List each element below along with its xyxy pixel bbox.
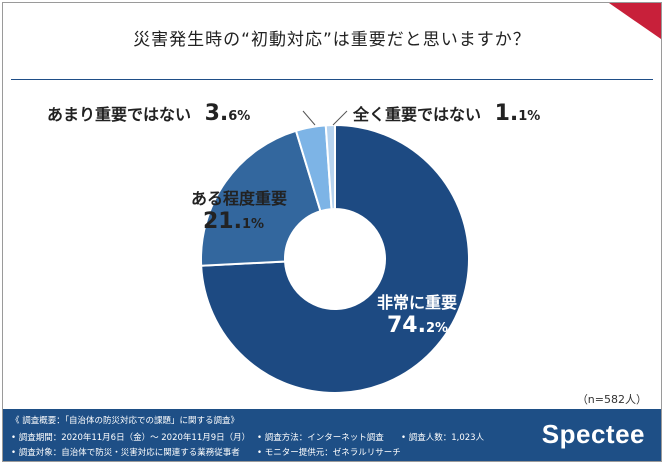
donut-chart: [200, 110, 470, 394]
slice-somewhat-important: [200, 129, 322, 267]
survey-footer: 《 調査概要：「自治体の防災対応での課題」に関する調査》 • 調査期間：2020…: [3, 409, 661, 461]
corner-accent: [609, 3, 661, 39]
sample-size-note: （n=582人）: [576, 393, 647, 406]
label-not-important-at-all: 全く重要ではない 1.1%: [353, 101, 541, 126]
survey-period: • 調査期間：2020年11月6日（金）〜 2020年11月9日（月）: [11, 433, 251, 443]
survey-method: • 調査方法：インターネット調査: [257, 433, 384, 443]
slice-not-important-at-all: [324, 123, 336, 211]
monitor-provider: • モニター提供元：ゼネラルリサーチ: [257, 448, 401, 458]
label-somewhat-important: ある程度重要 21.1%: [191, 189, 288, 234]
chart-title: 災害発生時の“初動対応”は重要だと思いますか？: [133, 30, 531, 50]
spectee-logo: Spectee: [541, 419, 645, 449]
survey-overview: 《 調査概要：「自治体の防災対応での課題」に関する調査》: [11, 416, 239, 426]
slice-very-important: [200, 123, 470, 394]
survey-target: • 調査対象：自治体で防災・災害対応に関連する業務従事者: [11, 448, 240, 458]
label-not-very-important: あまり重要ではない 3.6%: [47, 101, 251, 126]
title-divider: [11, 79, 653, 80]
survey-count: • 調査人数：1,023人: [401, 433, 485, 443]
leader-line-not-important-at-all: [332, 110, 348, 126]
label-very-important: 非常に重要 74.2%: [377, 293, 458, 338]
leader-line-not-very-important: [302, 110, 316, 126]
